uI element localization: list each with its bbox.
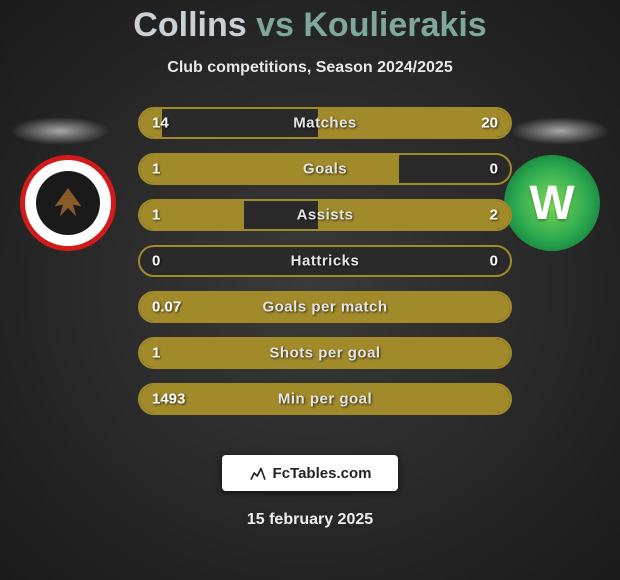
stat-bar: 0.07 Goals per match — [138, 291, 512, 323]
stat-value-left: 1493 — [152, 391, 185, 408]
stat-value-left: 1 — [152, 161, 160, 178]
stat-label: Min per goal — [278, 391, 372, 408]
stat-bars: 14 20 Matches 1 0 Goals 1 2 Assists 0 0 Hattricks 0.… — [138, 107, 512, 415]
subtitle: Club competitions, Season 2024/2025 — [0, 59, 620, 77]
stat-value-left: 1 — [152, 345, 160, 362]
stat-bar: 1 2 Assists — [138, 199, 512, 231]
stat-value-left: 0.07 — [152, 299, 181, 316]
wolfsburg-letter: W — [529, 176, 574, 231]
page-title: Collins vs Koulierakis — [0, 0, 620, 45]
stat-bar: 1 Shots per goal — [138, 337, 512, 369]
brand-text: FcTables.com — [273, 465, 372, 482]
stat-value-left: 1 — [152, 207, 160, 224]
stat-label: Hattricks — [291, 253, 360, 270]
stat-label: Assists — [297, 207, 354, 224]
stat-label: Goals — [303, 161, 347, 178]
player2-name: Koulierakis — [303, 6, 486, 44]
team-crest-right: W — [504, 155, 600, 251]
stat-bar: 14 20 Matches — [138, 107, 512, 139]
stat-value-right: 2 — [490, 207, 498, 224]
eagle-icon — [36, 171, 100, 235]
brand-logo-icon — [249, 464, 267, 482]
stat-value-right: 0 — [490, 161, 498, 178]
stat-bar: 1 0 Goals — [138, 153, 512, 185]
date-text: 15 february 2025 — [0, 511, 620, 529]
vs-text: vs — [256, 6, 294, 44]
stat-value-right: 0 — [490, 253, 498, 270]
stat-label: Matches — [293, 115, 357, 132]
stat-bar: 0 0 Hattricks — [138, 245, 512, 277]
bar-fill-left — [140, 155, 399, 183]
stat-value-right: 20 — [481, 115, 498, 132]
comparison-stage: W 14 20 Matches 1 0 Goals 1 2 Assists 0 0 Hattricks… — [0, 95, 620, 435]
player1-name: Collins — [133, 6, 246, 44]
stat-label: Goals per match — [262, 299, 387, 316]
shadow-right — [510, 117, 610, 145]
stat-value-left: 0 — [152, 253, 160, 270]
stat-bar: 1493 Min per goal — [138, 383, 512, 415]
brand-badge: FcTables.com — [222, 455, 398, 491]
stat-label: Shots per goal — [269, 345, 380, 362]
team-crest-left — [20, 155, 116, 251]
shadow-left — [10, 117, 110, 145]
stat-value-left: 14 — [152, 115, 169, 132]
